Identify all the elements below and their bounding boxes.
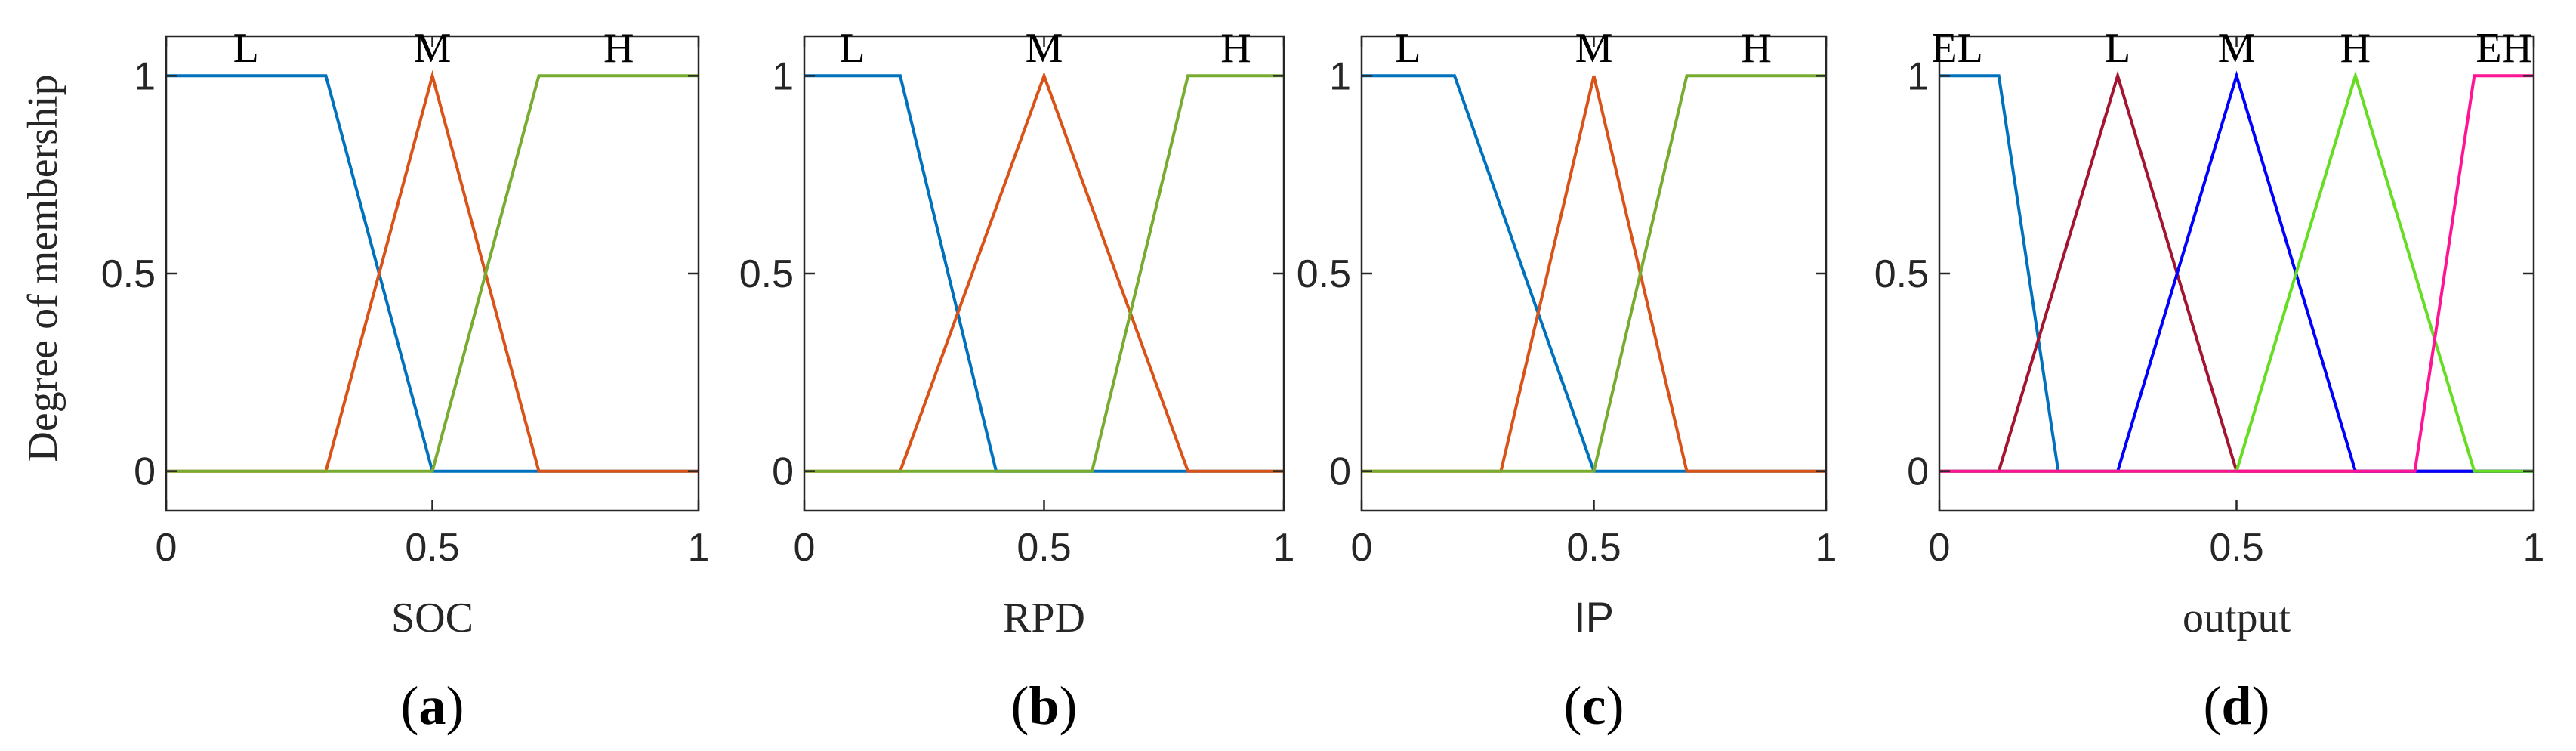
series-m-line (1362, 75, 1826, 473)
panel-b: 0 0.5 1 0 0.5 1 L M H RPD (b) (739, 25, 1295, 736)
y-tick-label: 0.5 (1874, 252, 1929, 296)
set-label-h: H (603, 25, 634, 72)
panel-a: 0 0.5 1 0 0.5 1 L M H SOC (a) (101, 25, 710, 736)
set-label-l: L (233, 25, 259, 72)
x-tick-label: 0.5 (1566, 526, 1621, 570)
y-tick-label: 0 (1329, 450, 1351, 494)
x-tick-label: 0 (156, 526, 177, 570)
series-l-line (804, 74, 1284, 473)
series-h-line (804, 74, 1284, 473)
set-label-h: H (1741, 25, 1772, 72)
x-tick-label: 0.5 (1017, 526, 1071, 570)
panel-label: (a) (401, 675, 464, 736)
axes-frame (803, 35, 1285, 512)
set-label-m: M (1026, 25, 1063, 72)
set-label-m: M (2218, 25, 2256, 72)
series-h-line (166, 74, 699, 473)
set-label-l: L (839, 25, 865, 72)
x-tick-label: 1 (2523, 526, 2545, 570)
set-label-m: M (414, 25, 452, 72)
set-label-el: EL (1931, 25, 1982, 72)
axes-frame (165, 35, 700, 512)
x-axis-label: RPD (1003, 595, 1085, 641)
panel-label: (d) (2203, 675, 2269, 736)
series-l-line (1362, 74, 1826, 473)
panel-c: 0 0.5 100.51L M HIP(c) (1297, 25, 1837, 736)
y-tick-label: 0 (772, 450, 794, 494)
x-tick-label: 0 (794, 526, 816, 570)
axes-frame (1360, 35, 1828, 512)
y-tick-label: 0 (1907, 450, 1929, 494)
set-label-l: L (2105, 25, 2130, 72)
set-label-l: L (1395, 25, 1421, 72)
y-tick-label: 0.5 (1297, 252, 1351, 296)
x-tick-label: 1 (1816, 526, 1837, 570)
panel-label: (c) (1564, 675, 1624, 736)
y-tick-label: 1 (1329, 54, 1351, 98)
x-tick-label: 1 (688, 526, 710, 570)
x-axis-label: IP (1574, 593, 1614, 641)
series-h-line (1362, 74, 1826, 473)
set-label-eh: EH (2476, 25, 2532, 72)
series-m-line (804, 71, 1284, 473)
x-tick-label: 0.5 (405, 526, 459, 570)
y-tick-label: 1 (134, 54, 156, 98)
series-eh-line (1939, 74, 2534, 473)
x-tick-label: 0 (1929, 526, 1951, 570)
series-m-line (166, 70, 699, 473)
y-tick-label: 1 (772, 54, 794, 98)
series-l-line (166, 74, 699, 473)
x-tick-label: 0 (1351, 526, 1373, 570)
panel-label: (b) (1010, 675, 1077, 736)
set-label-h: H (2340, 25, 2371, 72)
set-label-m: M (1575, 25, 1613, 72)
x-axis-label: output (2183, 595, 2291, 641)
y-tick-label: 1 (1907, 54, 1929, 98)
set-label-h: H (1220, 25, 1251, 72)
y-tick-label: 0.5 (101, 252, 156, 296)
y-tick-label: 0 (134, 450, 156, 494)
x-axis-label: SOC (391, 595, 474, 641)
y-tick-label: 0.5 (739, 252, 794, 296)
x-tick-label: 0.5 (2209, 526, 2263, 570)
y-axis-label: Degree of membership (20, 74, 66, 462)
x-tick-label: 1 (1273, 526, 1295, 570)
